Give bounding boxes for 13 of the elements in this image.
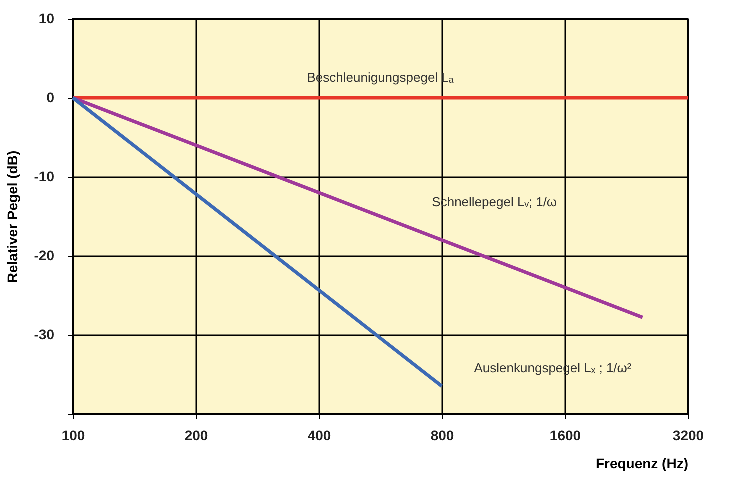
x-tick-label: 200 bbox=[184, 428, 208, 444]
y-axis-title: Relativer Pegel (dB) bbox=[4, 150, 20, 284]
y-tick-label: 10 bbox=[38, 10, 55, 26]
y-tick-label: -10 bbox=[34, 168, 55, 184]
x-tick-label: 3200 bbox=[672, 428, 704, 444]
x-axis-title: Frequenz (Hz) bbox=[596, 456, 688, 472]
x-tick-label: 1600 bbox=[550, 428, 582, 444]
y-tick-label: -20 bbox=[34, 248, 55, 264]
x-tick-label: 800 bbox=[430, 428, 454, 444]
x-tick-label: 400 bbox=[308, 428, 332, 444]
y-tick-label: 0 bbox=[46, 90, 55, 106]
y-tick-label: -30 bbox=[34, 326, 55, 342]
x-tick-label: 100 bbox=[62, 428, 86, 444]
